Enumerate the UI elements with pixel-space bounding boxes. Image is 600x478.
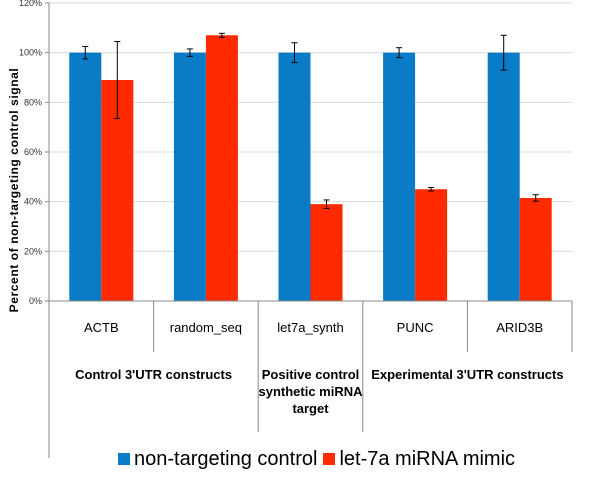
y-tick-labels: 0% 20% 40% 60% 80% 100% 120% [19, 0, 42, 306]
bar-non-targeting-ACTB [69, 52, 102, 301]
legend-item-non-targeting: non-targeting control [118, 448, 317, 471]
legend-swatch-red [323, 453, 336, 465]
bar-non-targeting-PUNC [383, 52, 416, 301]
category-label: ARID3B [496, 320, 543, 335]
category-label: PUNC [397, 320, 434, 335]
y-tick-label: 20% [24, 246, 42, 256]
group-label: Positive control [262, 367, 360, 382]
bars [69, 35, 552, 302]
legend-label: let-7a miRNA mimic [339, 447, 516, 470]
axes [45, 2, 573, 458]
legend: non-targeting control let-7a miRNA mimic [118, 444, 521, 474]
category-label: random_seq [170, 320, 242, 335]
y-tick-label: 40% [24, 197, 42, 207]
bar-non-targeting-random_seq [173, 52, 206, 301]
group-label: Control 3'UTR constructs [75, 367, 232, 382]
y-tick-label: 60% [24, 147, 42, 157]
error-bars [82, 32, 539, 209]
category-label: let7a_synth [277, 320, 344, 335]
legend-label: non-targeting control [134, 447, 318, 470]
bar-non-targeting-ARID3B [487, 52, 520, 301]
bar-non-targeting-let7a_synth [278, 52, 311, 301]
group-label: synthetic miRNA [258, 384, 363, 399]
x-category-labels: ACTB random_seq let7a_synth PUNC ARID3B [84, 320, 543, 335]
bar-let7a-random_seq [205, 35, 238, 302]
legend-swatch-blue [118, 453, 130, 465]
y-tick-label: 100% [19, 48, 42, 58]
y-tick-label: 120% [19, 0, 42, 8]
category-label: ACTB [84, 320, 119, 335]
group-labels: Control 3'UTR constructs Positive control… [75, 367, 563, 416]
y-tick-label: 80% [24, 97, 42, 107]
bar-let7a-PUNC [415, 189, 448, 301]
group-label: Experimental 3'UTR constructs [371, 367, 563, 382]
bar-let7a-ARID3B [519, 197, 552, 301]
y-tick-label: 0% [29, 296, 42, 306]
group-label: target [292, 401, 329, 416]
y-axis-title: Percent of non-targeting control signal [7, 68, 21, 313]
bar-let7a-let7a_synth [310, 204, 343, 301]
legend-item-let7a: let-7a miRNA mimic [323, 448, 515, 471]
